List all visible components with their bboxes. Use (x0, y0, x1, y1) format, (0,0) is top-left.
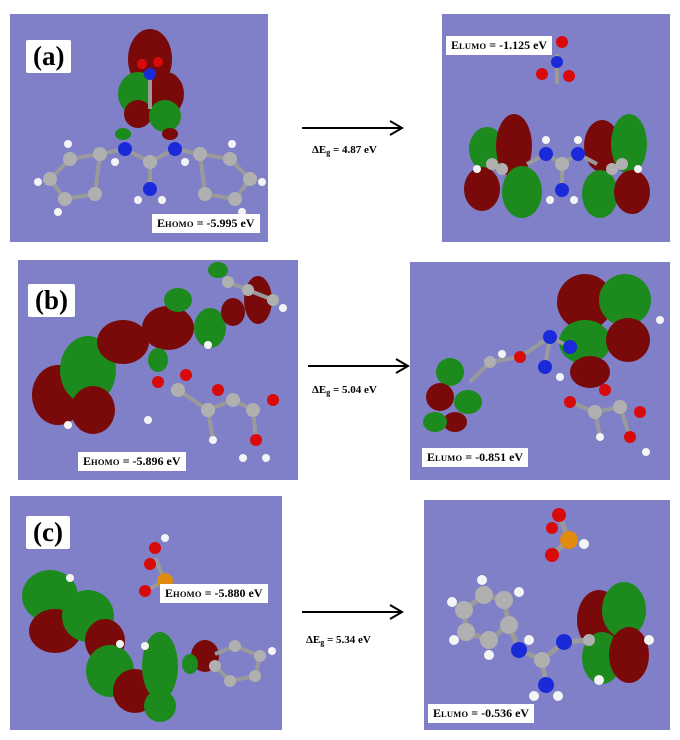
homo-energy-label-c: EHOMO = -5.880 eV (160, 584, 268, 603)
lumo-energy-label-a: ELUMO = -1.125 eV (446, 36, 553, 55)
atoms (64, 276, 287, 462)
atoms (484, 316, 664, 456)
transition-arrow-a (302, 120, 404, 136)
lumo-energy-label-b: ELUMO = -0.851 eV (422, 448, 529, 467)
lumo-orbital-b (423, 274, 664, 456)
atoms (34, 57, 266, 216)
energy-gap-label-b: ΔEg = 5.04 eV (312, 384, 377, 397)
lumo-energy-label-c: ELUMO = -0.536 eV (428, 704, 535, 723)
panel-label-b: (b) (28, 284, 75, 317)
homo-orbital-c (22, 534, 276, 722)
atoms (473, 36, 642, 204)
homo-orbital-a (34, 29, 266, 216)
energy-gap-label-a: ΔEg = 4.87 eV (312, 144, 377, 157)
bonds (48, 74, 252, 201)
homo-energy-label-a: EHOMO = -5.995 eV (152, 214, 260, 233)
energy-gap-label-c: ΔEg = 5.34 eV (306, 634, 371, 647)
panel-b-homo: (b) EHOMO = -5.896 eV (18, 260, 298, 480)
panel-label-c: (c) (26, 516, 70, 549)
atoms (66, 534, 276, 687)
orbital-lobes (577, 582, 649, 684)
orbital-lobes (22, 570, 219, 722)
atoms (447, 508, 654, 701)
panel-a-homo: (a) EHOMO = -5.995 eV (10, 14, 268, 242)
panel-c-homo: (c) EHOMO = -5.880 eV (10, 496, 282, 730)
homo-energy-label-b: EHOMO = -5.896 eV (78, 452, 186, 471)
transition-arrow-c (302, 604, 404, 620)
lumo-orbital-a (464, 36, 650, 218)
panel-c-lumo: ELUMO = -0.536 eV (424, 500, 670, 730)
transition-arrow-b (308, 358, 410, 374)
panel-a-lumo: ELUMO = -1.125 eV (442, 14, 670, 242)
panel-label-a: (a) (26, 40, 72, 73)
lumo-orbital-c (447, 508, 654, 701)
panel-b-lumo: ELUMO = -0.851 eV (410, 262, 670, 480)
homo-orbital-b (32, 262, 287, 462)
orbital-lobes (32, 262, 272, 434)
